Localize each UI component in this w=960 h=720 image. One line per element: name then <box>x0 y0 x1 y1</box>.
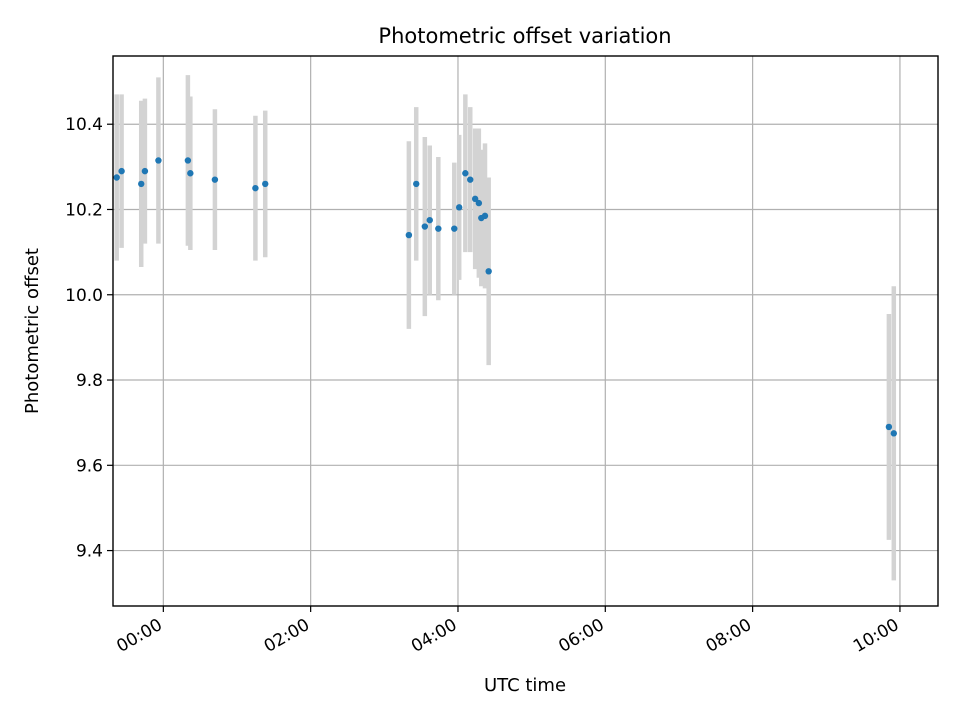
x-tick-label: 02:00 <box>261 615 313 657</box>
x-tick-label: 08:00 <box>703 615 755 657</box>
chart-title: Photometric offset variation <box>378 24 671 48</box>
data-point <box>890 430 898 437</box>
data-point <box>421 223 429 230</box>
data-point <box>885 423 893 431</box>
y-tick-label: 9.6 <box>76 456 103 476</box>
data-point <box>471 195 479 203</box>
y-axis-label: Photometric offset <box>22 248 43 414</box>
data-point <box>262 180 269 188</box>
data-points <box>113 157 898 437</box>
grid <box>113 56 938 606</box>
data-point <box>485 268 492 275</box>
x-tick-label: 04:00 <box>408 615 460 657</box>
data-point <box>118 167 125 175</box>
data-point <box>405 231 413 239</box>
data-point <box>141 167 149 175</box>
data-point <box>184 157 192 164</box>
data-point <box>451 225 458 232</box>
y-tick-label: 10.2 <box>65 200 103 220</box>
data-point <box>138 180 145 188</box>
data-point <box>426 216 433 224</box>
data-point <box>467 176 474 183</box>
data-point <box>413 180 420 188</box>
data-point <box>211 176 219 183</box>
data-point <box>456 204 463 211</box>
y-tick-label: 10.4 <box>65 115 103 135</box>
y-tick-label: 9.4 <box>76 542 103 562</box>
x-tick-label: 10:00 <box>850 615 902 657</box>
data-point <box>435 225 442 232</box>
data-point <box>475 199 483 207</box>
error-bars <box>114 75 897 581</box>
data-point <box>155 157 162 164</box>
y-tick-label: 10.0 <box>65 286 103 306</box>
plot-frame <box>112 55 939 607</box>
x-tick-label: 00:00 <box>113 615 165 657</box>
x-tick-label: 06:00 <box>555 615 607 657</box>
data-point <box>187 170 194 177</box>
data-point <box>113 174 120 181</box>
data-point <box>481 212 489 220</box>
data-point <box>252 184 259 192</box>
data-point <box>462 170 469 177</box>
x-axis-label: UTC time <box>484 675 566 696</box>
y-tick-label: 9.8 <box>76 371 103 391</box>
